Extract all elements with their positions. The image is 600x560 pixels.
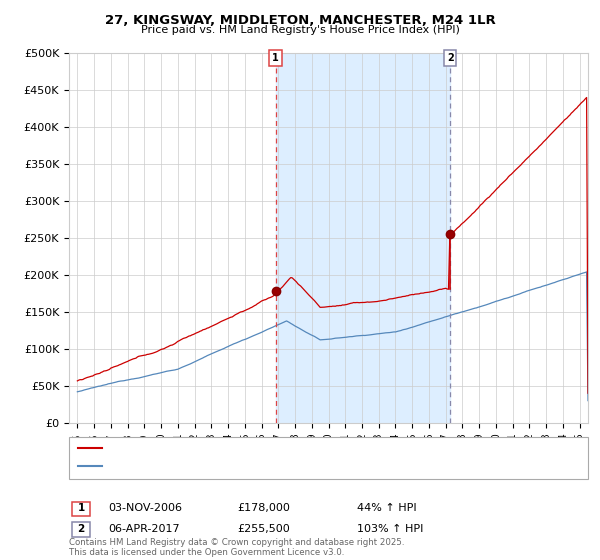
Text: Contains HM Land Registry data © Crown copyright and database right 2025.
This d: Contains HM Land Registry data © Crown c… — [69, 538, 404, 557]
Text: £255,500: £255,500 — [237, 524, 290, 534]
Text: 27, KINGSWAY, MIDDLETON, MANCHESTER, M24 1LR (semi-detached house): 27, KINGSWAY, MIDDLETON, MANCHESTER, M24… — [106, 443, 480, 453]
Bar — [275, 53, 450, 423]
Text: 2: 2 — [77, 524, 85, 534]
Text: £178,000: £178,000 — [237, 503, 290, 514]
Text: 27, KINGSWAY, MIDDLETON, MANCHESTER, M24 1LR: 27, KINGSWAY, MIDDLETON, MANCHESTER, M24… — [104, 14, 496, 27]
Text: 1: 1 — [77, 503, 85, 514]
Text: 103% ↑ HPI: 103% ↑ HPI — [357, 524, 424, 534]
Text: 44% ↑ HPI: 44% ↑ HPI — [357, 503, 416, 514]
Text: 1: 1 — [272, 53, 279, 63]
Text: 06-APR-2017: 06-APR-2017 — [108, 524, 179, 534]
Text: Price paid vs. HM Land Registry's House Price Index (HPI): Price paid vs. HM Land Registry's House … — [140, 25, 460, 35]
Text: HPI: Average price, semi-detached house, Rochdale: HPI: Average price, semi-detached house,… — [106, 461, 359, 472]
Text: 03-NOV-2006: 03-NOV-2006 — [108, 503, 182, 514]
Text: 2: 2 — [447, 53, 454, 63]
